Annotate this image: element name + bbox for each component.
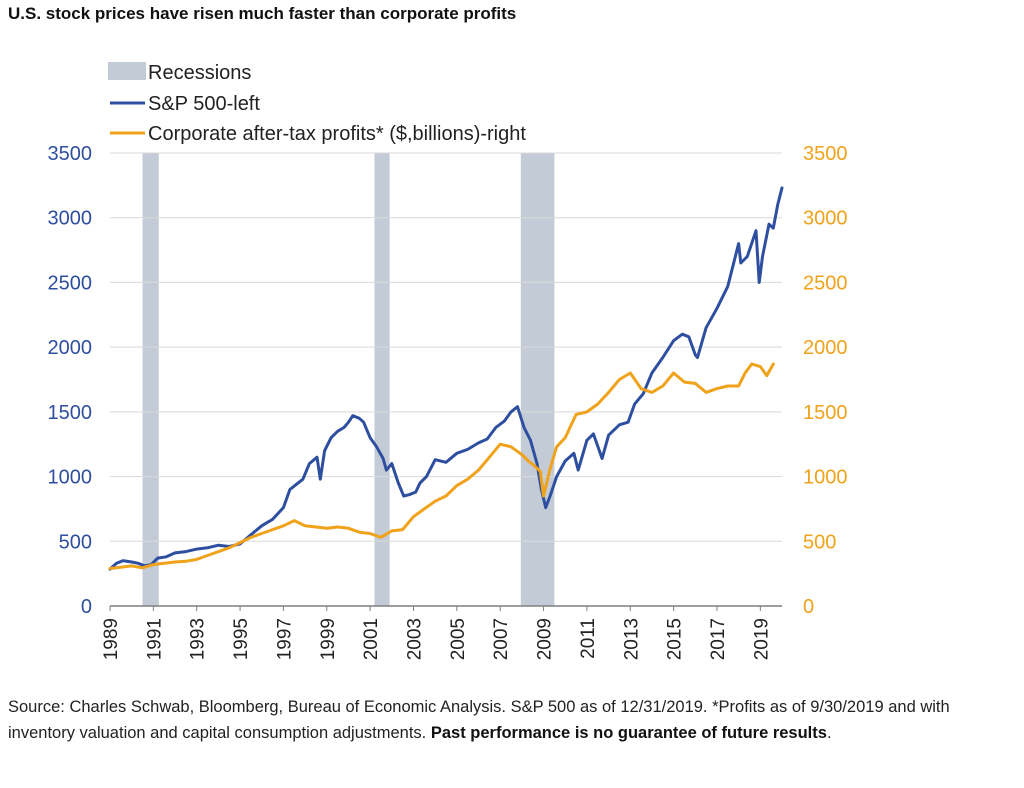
y-tick-label-left: 2000	[48, 337, 93, 359]
x-tick-label: 1999	[318, 618, 339, 660]
chart-canvas: 0 500 1000 1500 2000 2500 3000 3500 0 500 1000 1500…	[48, 62, 848, 660]
y-tick-label-right: 3500	[803, 143, 848, 165]
y-tick-label-left: 3500	[48, 143, 93, 165]
x-tick-label: 1991	[144, 618, 165, 660]
x-tick-label: 2003	[404, 618, 425, 660]
gridlines	[110, 152, 782, 542]
x-tick-label: 2017	[708, 618, 729, 660]
x-tick-label: 1989	[101, 618, 122, 660]
x-tick-label: 2009	[535, 618, 556, 660]
source-note: Source: Charles Schwab, Bloomberg, Burea…	[8, 694, 1008, 746]
y-tick-label-right: 2000	[803, 337, 848, 359]
y-tick-label-right: 0	[803, 596, 814, 618]
disclaimer-text: Past performance is no guarantee of futu…	[430, 724, 827, 742]
x-tick-label: 1995	[231, 618, 252, 660]
y-tick-label-right: 1000	[803, 467, 848, 489]
x-tick-label: 2007	[491, 618, 512, 660]
recession-band	[520, 153, 555, 606]
axes: 0 500 1000 1500 2000 2500 3000 3500 0 500 1000 1500…	[48, 143, 848, 660]
y-tick-label-right: 3000	[803, 208, 848, 230]
legend-label-recession: Recessions	[148, 62, 251, 84]
x-tick-label: 1993	[188, 618, 209, 660]
recession-band	[142, 153, 159, 606]
y-tick-label-left: 2500	[48, 272, 93, 294]
y-tick-label-left: 1000	[48, 467, 93, 489]
source-end: .	[826, 724, 832, 742]
x-tick-label: 1997	[274, 618, 295, 660]
x-tick-label: 2019	[751, 618, 772, 660]
x-tick-label: 2001	[361, 618, 382, 660]
x-tick-label: 2011	[578, 618, 599, 659]
y-tick-label-left: 0	[81, 596, 92, 618]
chart-title: U.S. stock prices have risen much faster…	[8, 4, 517, 23]
y-tick-label-left: 3000	[48, 208, 93, 230]
y-tick-label-left: 500	[59, 531, 92, 553]
recession-bands	[142, 153, 555, 606]
x-tick-label: 2015	[665, 618, 686, 660]
legend-label-sp500: S&P 500-left	[148, 93, 260, 115]
x-tick-label: 2005	[448, 618, 469, 660]
y-tick-label-left: 1500	[48, 402, 93, 424]
recession-band	[374, 153, 390, 606]
legend-swatch-recession	[108, 62, 146, 80]
source-text: Source: Charles Schwab, Bloomberg, Burea…	[8, 698, 950, 742]
legend-label-profits: Corporate after-tax profits* ($,billions…	[148, 123, 526, 145]
series-lines	[108, 186, 784, 571]
y-tick-label-right: 1500	[803, 402, 848, 424]
y-tick-label-right: 500	[803, 531, 836, 553]
legend: Recessions S&P 500-left Corporate after-ta…	[108, 62, 526, 145]
profits-line	[108, 362, 775, 570]
x-tick-label: 2013	[621, 618, 642, 660]
y-tick-label-right: 2500	[803, 272, 848, 294]
